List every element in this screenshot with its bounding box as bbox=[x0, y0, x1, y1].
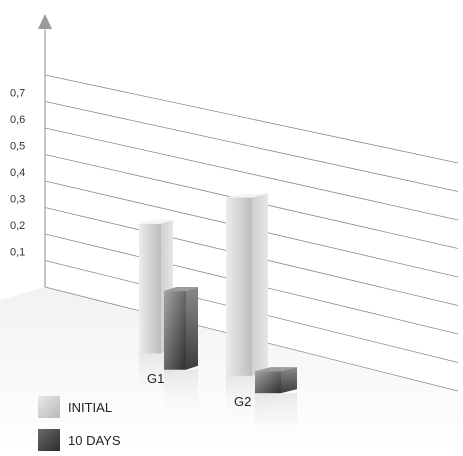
y-tick-label: 0,4 bbox=[10, 167, 25, 179]
bar-top-face bbox=[164, 287, 198, 292]
bar-side-face bbox=[281, 367, 297, 394]
bar-front-face bbox=[226, 197, 252, 376]
y-tick-label: 0,2 bbox=[10, 220, 25, 232]
legend-item-10-days: 10 DAYS bbox=[38, 429, 121, 451]
legend-label-10-days: 10 DAYS bbox=[68, 432, 121, 448]
bar-front-face bbox=[255, 371, 281, 394]
gridline bbox=[44, 74, 459, 164]
legend-label-initial: INITIAL bbox=[68, 399, 113, 415]
bar-side-face bbox=[186, 287, 198, 370]
legend-item-initial: INITIAL bbox=[38, 396, 112, 418]
y-tick-label: 0,6 bbox=[10, 114, 25, 126]
gridline bbox=[44, 101, 459, 192]
bar-top-face bbox=[226, 193, 268, 198]
bar-g2-initial bbox=[226, 193, 268, 376]
y-tick-label: 0,7 bbox=[10, 88, 25, 100]
y-tick-label: 0,1 bbox=[10, 247, 25, 259]
category-label-g2: G2 bbox=[234, 394, 251, 409]
bar-front-face bbox=[139, 223, 161, 354]
gridline bbox=[44, 127, 459, 221]
legend-swatch-10-days bbox=[38, 429, 60, 451]
y-tick-label: 0,3 bbox=[10, 194, 25, 206]
y-tick-label: 0,5 bbox=[10, 141, 25, 153]
legend-swatch-initial bbox=[38, 396, 60, 418]
y-axis-arrow bbox=[38, 14, 52, 29]
bar-top-face bbox=[139, 219, 173, 224]
bar-reflection bbox=[164, 369, 198, 425]
category-label-g1: G1 bbox=[147, 371, 164, 386]
bar-front-face bbox=[164, 291, 186, 370]
bar-side-face bbox=[252, 193, 268, 376]
bar-reflection bbox=[255, 393, 297, 449]
bar-g2-10-days bbox=[255, 367, 297, 394]
bar-g1-10-days bbox=[164, 287, 198, 370]
bar-top-face bbox=[255, 367, 297, 372]
